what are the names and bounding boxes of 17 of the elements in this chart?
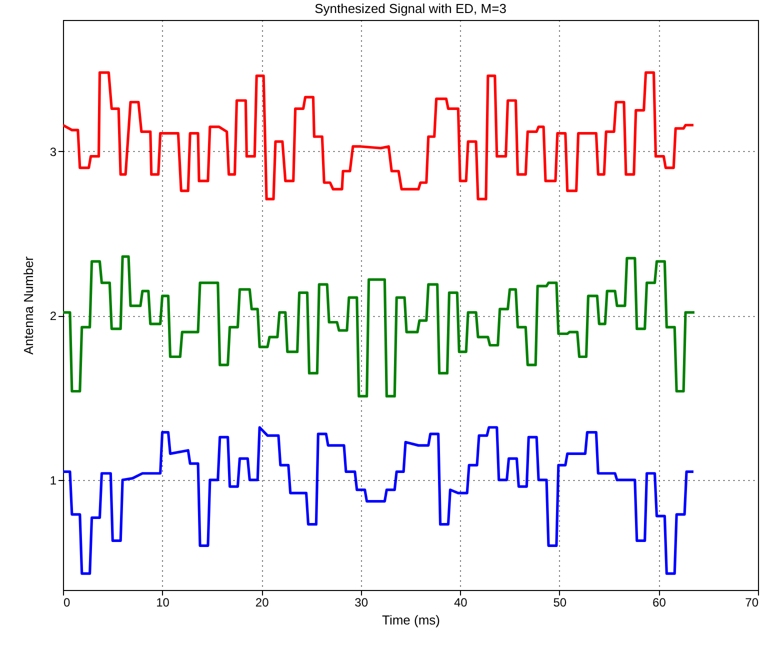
line-series [63, 255, 696, 398]
y-tick-label: 3 [50, 144, 57, 159]
line-series [63, 71, 695, 200]
x-tick-label: 0 [64, 596, 70, 610]
y-axis-title: Antenna Number [20, 256, 36, 355]
x-tick-label: 40 [454, 596, 468, 610]
x-tick-label: 10 [156, 596, 170, 610]
line-series [63, 426, 695, 575]
x-tick-label: 20 [255, 596, 270, 610]
x-tick-label: 30 [354, 596, 368, 610]
x-tick-label: 70 [745, 596, 759, 610]
chart-title: Synthesized Signal with ED, M=3 [314, 1, 506, 16]
x-axis-title: Time (ms) [382, 612, 440, 628]
x-tick-label: 50 [553, 596, 567, 610]
y-tick-label: 1 [50, 473, 57, 488]
y-tick-label: 2 [50, 309, 57, 324]
x-tick-label: 60 [652, 596, 666, 610]
